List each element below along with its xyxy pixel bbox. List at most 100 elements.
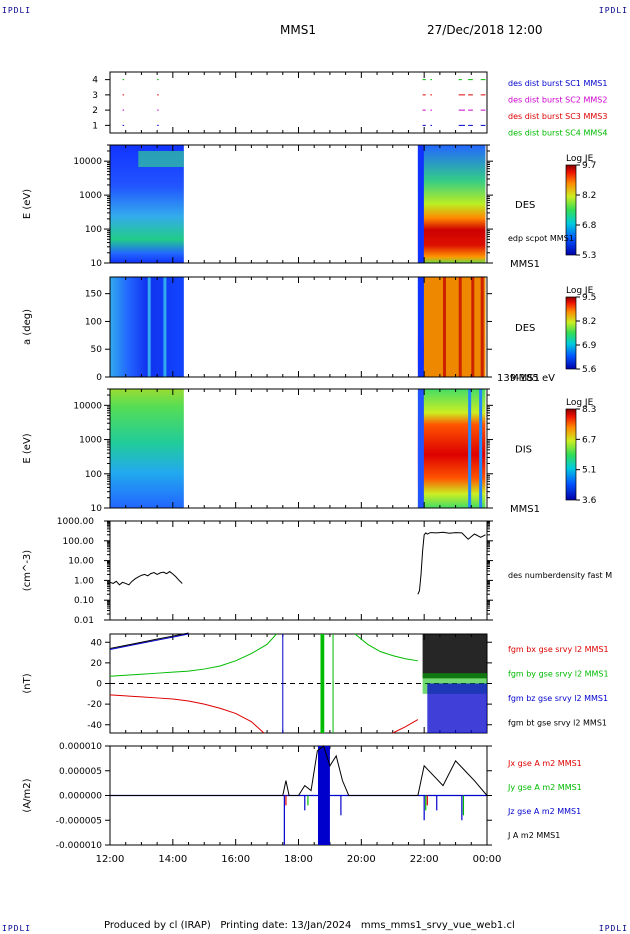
current-legend-item: Jz gse A m2 MMS1 bbox=[507, 807, 581, 816]
colorbar-tick-label: 8.2 bbox=[582, 317, 596, 327]
fgm-turbulent-region bbox=[427, 683, 487, 733]
y-tick-label: 10000 bbox=[73, 401, 102, 411]
burst-legend-item: des dist burst SC2 MMS2 bbox=[508, 96, 607, 105]
x-tick-label: 14:00 bbox=[158, 854, 187, 865]
y-tick-label: 100 bbox=[85, 225, 102, 235]
y-tick-label: 0 bbox=[96, 680, 102, 690]
fgm-spike bbox=[320, 634, 325, 733]
y-tick-label: 100.00 bbox=[63, 537, 95, 547]
y-tick-label: 1000.00 bbox=[57, 517, 94, 527]
corner-tag-bottom-left: IPDLI bbox=[2, 924, 32, 933]
spectrogram-block bbox=[110, 389, 184, 508]
colorbar-tick-label: 9.5 bbox=[582, 293, 596, 303]
y-tick-label: -0.000005 bbox=[56, 816, 102, 826]
y-tick-label: 0.000010 bbox=[59, 742, 102, 752]
colorbar bbox=[565, 296, 577, 370]
panel-frame-0 bbox=[109, 71, 488, 134]
burst-legend-item: des dist burst SC1 MMS1 bbox=[508, 79, 607, 88]
density-legend: des numberdensity fast M bbox=[508, 571, 612, 580]
y-tick-label: 3 bbox=[92, 91, 98, 101]
instrument-label: DIS bbox=[515, 445, 532, 456]
corner-tag-top-left: IPDLI bbox=[2, 6, 32, 15]
panel-frame-4 bbox=[109, 520, 488, 621]
current-legend-item: Jx gse A m2 MMS1 bbox=[507, 759, 582, 768]
y-tick-label: 1000 bbox=[79, 191, 102, 201]
fgm-line-by bbox=[354, 633, 418, 662]
colorbar-tick-label: 5.1 bbox=[582, 466, 596, 476]
colorbar-title: Log JE bbox=[566, 286, 594, 296]
x-tick-label: 12:00 bbox=[96, 854, 125, 865]
y-tick-label: 40 bbox=[91, 638, 103, 648]
spectrogram-stripe bbox=[458, 277, 462, 377]
spectrogram-block bbox=[110, 277, 184, 377]
y-tick-label: 0 bbox=[96, 373, 102, 383]
spectrogram-feature bbox=[138, 151, 184, 167]
y-tick-label: 0.000000 bbox=[59, 792, 102, 802]
fgm-line-bx bbox=[109, 694, 265, 734]
y-tick-label: 100 bbox=[85, 317, 102, 327]
fgm-legend-item: fgm bz gse srvy l2 MMS1 bbox=[508, 694, 608, 703]
spectrogram-block bbox=[417, 145, 486, 263]
colorbar-tick-label: 6.8 bbox=[582, 221, 597, 231]
y-axis-label-6: (A/m2) bbox=[22, 778, 33, 812]
fgm-legend-item: fgm bt gse srvy l2 MMS1 bbox=[508, 719, 607, 728]
fgm-legend-item: fgm by gse srvy l2 MMS1 bbox=[508, 670, 609, 679]
fgm-turbulent-region bbox=[422, 634, 487, 679]
spectrogram-stripe bbox=[479, 389, 483, 508]
y-tick-label: 2 bbox=[92, 106, 98, 116]
y-tick-label: 4 bbox=[92, 76, 98, 86]
colorbar-tick-label: 5.3 bbox=[582, 251, 596, 261]
spectrogram-stripe bbox=[163, 277, 167, 377]
corner-tag-bottom-right: IPDLI bbox=[598, 924, 628, 933]
y-tick-label: 1.00 bbox=[74, 576, 94, 586]
y-tick-label: -20 bbox=[87, 700, 102, 710]
fgm-line-bx bbox=[392, 719, 419, 734]
y-tick-label: 10 bbox=[91, 259, 103, 269]
colorbar-title: Log JE bbox=[566, 154, 594, 164]
spectrogram-stripe bbox=[443, 277, 447, 377]
spacecraft-label: MMS1 bbox=[510, 259, 540, 270]
y-tick-label: -40 bbox=[87, 721, 102, 731]
density-line-0 bbox=[109, 570, 183, 586]
fgm-line-bz bbox=[109, 633, 189, 650]
y-tick-label: 50 bbox=[91, 345, 103, 355]
spectrogram-stripe bbox=[147, 277, 151, 377]
colorbar-tick-label: 5.6 bbox=[582, 365, 597, 375]
spectrogram-block bbox=[417, 389, 486, 508]
current-burst-region bbox=[317, 746, 330, 845]
fgm-line-by bbox=[109, 633, 277, 677]
spectrogram-fill bbox=[423, 277, 486, 377]
spacecraft-label: MMS1 bbox=[510, 373, 540, 384]
x-tick-label: 22:00 bbox=[410, 854, 439, 865]
colorbar-title: Log JE bbox=[566, 398, 594, 408]
corner-tag-top-right: IPDLI bbox=[598, 6, 628, 15]
y-tick-label: 0.000005 bbox=[59, 767, 102, 777]
spectrogram-stripe bbox=[471, 277, 475, 377]
overlay-label: edp scpot MMS1 bbox=[508, 234, 574, 243]
spectrogram-strip bbox=[417, 277, 424, 377]
colorbar-tick-label: 6.9 bbox=[582, 341, 597, 351]
y-tick-label: 10000 bbox=[73, 157, 102, 167]
spectrogram-stripe bbox=[480, 277, 484, 377]
fgm-legend-item: fgm bx gse srvy l2 MMS1 bbox=[508, 645, 609, 654]
x-tick-label: 16:00 bbox=[221, 854, 250, 865]
energy-range-label: 139-185 eV bbox=[497, 373, 555, 384]
colorbar-tick-label: 3.6 bbox=[582, 496, 597, 506]
current-line-j bbox=[110, 745, 488, 796]
density-line-1 bbox=[417, 531, 486, 595]
instrument-label: DES bbox=[515, 200, 535, 211]
spectrogram-strip bbox=[417, 389, 424, 508]
datetime-title: 27/Dec/2018 12:00 bbox=[427, 23, 543, 37]
burst-legend-item: des dist burst SC4 MMS4 bbox=[508, 129, 607, 138]
y-axis-label-2: a (deg) bbox=[22, 309, 33, 345]
y-tick-label: 20 bbox=[91, 659, 103, 669]
colorbar-tick-label: 6.7 bbox=[582, 435, 596, 445]
y-tick-label: 150 bbox=[85, 290, 102, 300]
colorbar bbox=[565, 408, 577, 501]
colorbar-tick-label: 9.7 bbox=[582, 161, 596, 171]
x-tick-label: 20:00 bbox=[347, 854, 376, 865]
colorbar-tick-label: 8.3 bbox=[582, 405, 596, 415]
colorbar-tick-label: 8.2 bbox=[582, 191, 596, 201]
x-tick-label: 18:00 bbox=[284, 854, 313, 865]
